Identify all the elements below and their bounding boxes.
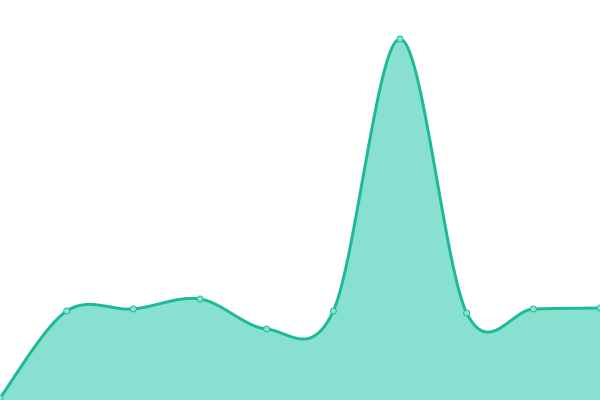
data-point xyxy=(596,304,600,312)
area-fill xyxy=(0,38,600,400)
data-point xyxy=(196,295,204,303)
data-point xyxy=(263,325,271,333)
data-point xyxy=(463,309,471,317)
area-line xyxy=(0,37,600,399)
data-point xyxy=(63,307,71,315)
data-point xyxy=(529,305,537,313)
data-point xyxy=(329,307,337,315)
data-point xyxy=(396,35,404,43)
data-point xyxy=(129,305,137,313)
data-point xyxy=(0,394,4,400)
